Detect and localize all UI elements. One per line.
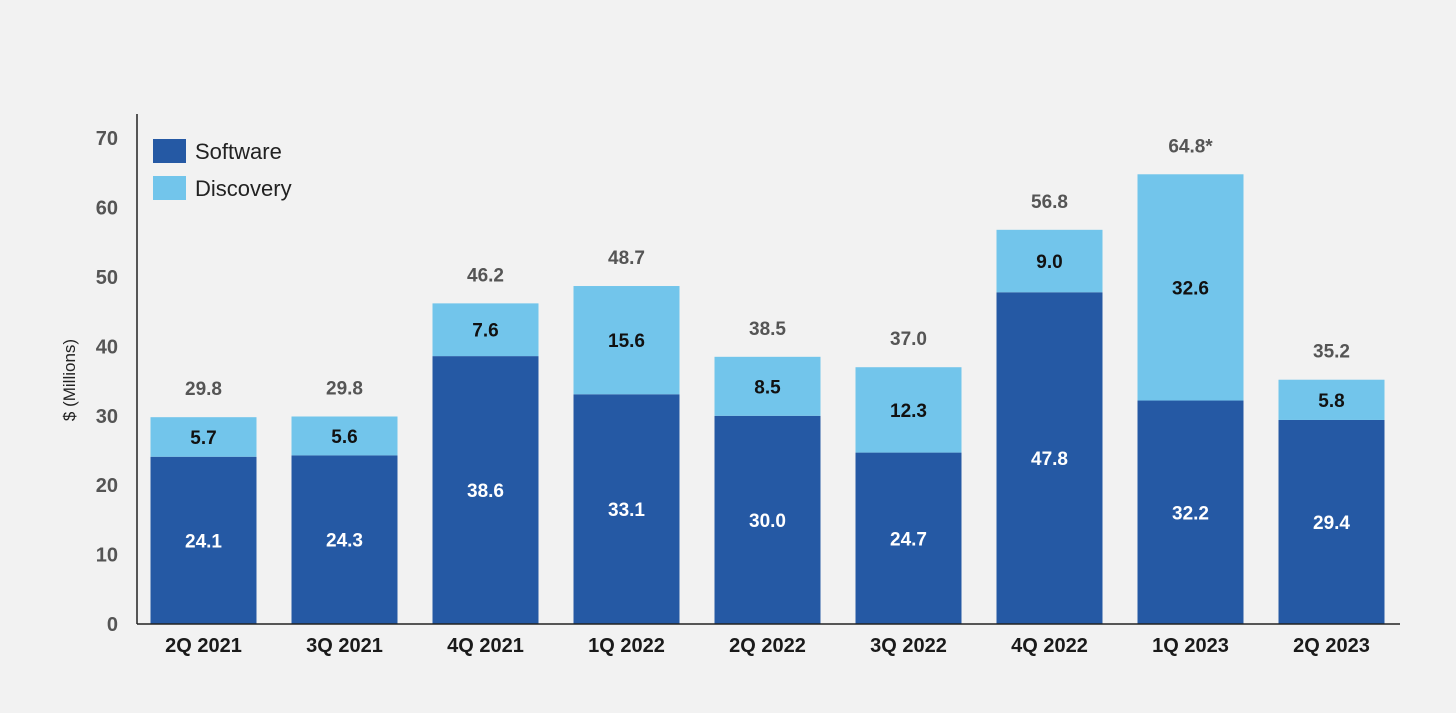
y-tick-label: 60 (96, 198, 118, 220)
data-label-software: 47.8 (1031, 449, 1068, 470)
legend: Software Discovery (153, 139, 292, 201)
bar-group: 33.1 15.6 48.7 (573, 248, 680, 624)
data-label-software: 24.3 (326, 531, 363, 552)
total-label: 64.8* (1168, 136, 1213, 157)
data-label-software: 33.1 (608, 500, 645, 521)
bar-group: 47.8 9.0 56.8 (996, 192, 1103, 624)
bar-discovery (432, 303, 539, 357)
legend-label-discovery: Discovery (195, 176, 292, 201)
bar-discovery (291, 416, 398, 456)
x-tick-label: 1Q 2023 (1152, 635, 1229, 657)
y-tick-label: 40 (96, 336, 118, 358)
total-label: 37.0 (890, 329, 927, 350)
bar-group: 24.3 5.6 29.8 (291, 378, 398, 624)
y-tick-label: 10 (96, 545, 118, 567)
data-label-discovery: 8.5 (754, 377, 781, 398)
bar-software (291, 455, 398, 624)
data-label-discovery: 5.6 (331, 427, 357, 448)
data-label-discovery: 32.6 (1172, 278, 1209, 299)
bar-software (1278, 419, 1385, 624)
total-label: 48.7 (608, 248, 645, 269)
total-label: 29.8 (326, 378, 363, 399)
bar-software (1137, 400, 1244, 624)
total-label: 35.2 (1313, 342, 1350, 363)
data-label-software: 29.4 (1313, 513, 1350, 534)
data-label-discovery: 5.8 (1318, 391, 1344, 412)
data-label-software: 32.2 (1172, 503, 1209, 524)
bar-software (996, 292, 1103, 624)
bar-software (573, 394, 680, 624)
x-tick-label: 2Q 2023 (1293, 635, 1370, 657)
bar-discovery (1137, 174, 1244, 401)
data-label-discovery: 12.3 (890, 401, 927, 422)
y-tick-label: 20 (96, 475, 118, 497)
bar-software (855, 452, 962, 624)
bar-software (714, 415, 821, 624)
bar-discovery (1278, 379, 1385, 420)
x-axis: 2Q 2021 3Q 2021 4Q 2021 1Q 2022 2Q 2022 3Q 20… (137, 623, 1400, 657)
data-label-software: 30.0 (749, 511, 786, 532)
bar-discovery (996, 229, 1103, 293)
total-label: 46.2 (467, 265, 504, 286)
bar-group: 38.6 7.6 46.2 (432, 265, 539, 624)
x-tick-label: 2Q 2021 (165, 635, 242, 657)
data-label-discovery: 15.6 (608, 331, 645, 352)
x-tick-label: 2Q 2022 (729, 635, 806, 657)
bar-group: 30.0 8.5 38.5 (714, 319, 821, 624)
total-label: 56.8 (1031, 192, 1068, 213)
bars: 24.1 5.7 29.8 24.3 5.6 29.8 38.6 7.6 46.2 33.1 15.… (150, 136, 1385, 624)
y-tick-label: 50 (96, 267, 118, 289)
data-label-software: 24.1 (185, 531, 222, 552)
data-label-discovery: 9.0 (1036, 252, 1062, 273)
bar-group: 32.2 32.6 64.8* (1137, 136, 1244, 624)
total-label: 38.5 (749, 319, 786, 340)
y-axis: 0 10 20 30 40 50 60 70 (96, 114, 138, 636)
legend-swatch-discovery (153, 176, 186, 200)
y-axis-label: $ (Millions) (60, 339, 79, 421)
bar-discovery (150, 417, 257, 457)
y-tick-label: 0 (107, 614, 118, 636)
bar-software (432, 356, 539, 624)
bar-group: 24.1 5.7 29.8 (150, 379, 257, 624)
data-label-discovery: 5.7 (190, 428, 216, 449)
bar-discovery (573, 286, 680, 395)
bar-group: 29.4 5.8 35.2 (1278, 342, 1385, 624)
legend-label-software: Software (195, 139, 282, 164)
bar-discovery (855, 367, 962, 453)
data-label-discovery: 7.6 (472, 321, 498, 342)
x-tick-label: 4Q 2022 (1011, 635, 1088, 657)
x-tick-label: 3Q 2022 (870, 635, 947, 657)
total-label: 29.8 (185, 379, 222, 400)
legend-swatch-software (153, 139, 186, 163)
bar-group: 24.7 12.3 37.0 (855, 329, 962, 624)
data-label-software: 38.6 (467, 481, 504, 502)
x-tick-label: 1Q 2022 (588, 635, 665, 657)
data-label-software: 24.7 (890, 529, 927, 550)
bar-software (150, 456, 257, 624)
x-tick-label: 4Q 2021 (447, 635, 524, 657)
x-tick-label: 3Q 2021 (306, 635, 383, 657)
y-tick-label: 70 (96, 128, 118, 150)
bar-discovery (714, 356, 821, 416)
y-tick-label: 30 (96, 406, 118, 428)
